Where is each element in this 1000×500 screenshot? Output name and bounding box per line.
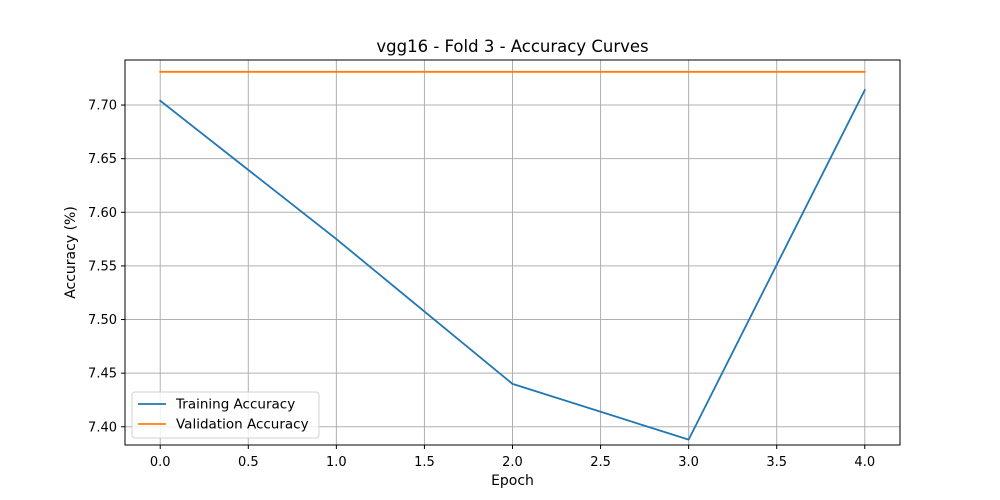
legend: Training Accuracy Validation Accuracy [131, 391, 320, 439]
y-axis-label: Accuracy (%) [63, 206, 79, 299]
x-axis: 0.0 0.5 1.0 1.5 2.0 2.5 3.0 3.5 4.0 [150, 445, 875, 470]
x-axis-label: Epoch [491, 473, 534, 489]
series-lines [158, 70, 866, 441]
x-tick-label: 4.0 [854, 455, 875, 470]
x-tick-label: 1.5 [414, 455, 435, 470]
x-tick-label: 3.0 [678, 455, 699, 470]
x-tick-label: 0.0 [150, 455, 171, 470]
legend-box [131, 391, 320, 439]
x-tick-label: 0.5 [238, 455, 259, 470]
x-tick-label: 3.5 [766, 455, 787, 470]
x-tick-label: 1.0 [326, 455, 347, 470]
y-axis: 7.40 7.45 7.50 7.55 7.60 7.65 7.70 [88, 99, 125, 435]
y-tick-label: 7.45 [88, 367, 117, 382]
legend-label-training-accuracy: Training Accuracy [175, 397, 295, 413]
grid [125, 60, 900, 445]
y-tick-label: 7.60 [88, 206, 117, 221]
legend-label-validation-accuracy: Validation Accuracy [176, 417, 309, 433]
x-tick-label: 2.0 [502, 455, 523, 470]
series-line-training-accuracy [158, 88, 866, 441]
y-tick-label: 7.70 [88, 99, 117, 114]
y-tick-label: 7.65 [88, 152, 117, 167]
y-tick-label: 7.40 [88, 420, 117, 435]
chart-title: vgg16 - Fold 3 - Accuracy Curves [376, 37, 648, 56]
x-tick-label: 2.5 [590, 455, 611, 470]
y-tick-label: 7.50 [88, 313, 117, 328]
y-tick-label: 7.55 [88, 259, 117, 274]
